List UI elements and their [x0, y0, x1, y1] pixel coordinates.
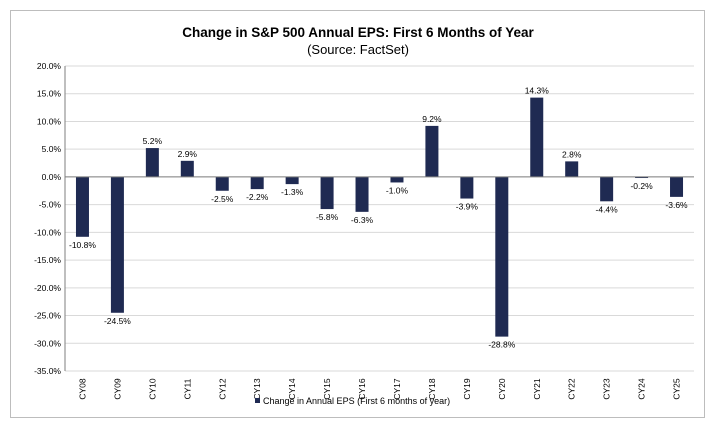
x-tick-label: CY25: [672, 378, 682, 400]
y-tick-label: 20.0%: [37, 61, 62, 71]
x-tick-label: CY19: [462, 378, 472, 400]
data-label: -5.8%: [316, 212, 339, 222]
x-tick-label: CY18: [427, 378, 437, 400]
bar: [250, 176, 264, 190]
y-tick-label: -15.0%: [34, 255, 61, 265]
bar: [425, 125, 439, 177]
axes: [64, 66, 694, 371]
bar: [110, 176, 124, 313]
data-label: -4.4%: [596, 204, 619, 214]
y-tick-label: 15.0%: [37, 89, 62, 99]
x-tick-label: CY08: [77, 378, 87, 400]
data-label: 14.3%: [525, 86, 550, 96]
data-label: -28.8%: [488, 340, 515, 350]
bar: [670, 176, 684, 197]
data-label: -1.0%: [386, 185, 409, 195]
chart-subtitle: (Source: FactSet): [307, 42, 409, 57]
x-tick-label: CY11: [182, 378, 192, 399]
bar: [180, 160, 194, 177]
y-tick-label: -20.0%: [34, 283, 61, 293]
x-tick-label: CY23: [602, 378, 612, 400]
x-axis-labels: CY08 CY09 CY10 CY11 CY12 CY13 CY14 CY15 CY16 CY17…: [77, 378, 681, 400]
x-tick-label: CY20: [497, 378, 507, 400]
data-label: -1.3%: [281, 187, 304, 197]
x-tick-label: CY10: [147, 378, 157, 400]
bar: [285, 176, 299, 185]
x-tick-label: CY14: [287, 378, 297, 400]
x-tick-label: CY16: [357, 378, 367, 400]
legend-label: Change in Annual EPS (First 6 months of …: [263, 396, 450, 406]
bar: [495, 176, 509, 337]
data-label: -3.9%: [456, 202, 479, 212]
x-tick-label: CY24: [637, 378, 647, 400]
x-tick-label: CY15: [322, 378, 332, 400]
chart-title: Change in S&P 500 Annual EPS: First 6 Mo…: [182, 25, 534, 40]
data-label: -2.2%: [246, 192, 269, 202]
y-tick-label: -10.0%: [34, 227, 61, 237]
data-label: 5.2%: [143, 136, 163, 146]
bar: [565, 161, 579, 177]
gridlines: [65, 65, 694, 372]
y-tick-label: -25.0%: [34, 311, 61, 321]
x-tick-label: CY12: [217, 378, 227, 400]
legend: Change in Annual EPS (First 6 months of …: [255, 396, 450, 406]
x-tick-label: CY09: [112, 378, 122, 400]
data-label: 2.9%: [178, 149, 198, 159]
data-label: 9.2%: [422, 114, 442, 124]
y-axis-ticks: 20.0% 15.0% 10.0% 5.0% 0.0% -5.0% -10.0% -15.0%…: [34, 61, 61, 376]
bar: [390, 176, 404, 183]
x-tick-label: CY17: [392, 378, 402, 400]
y-tick-label: 0.0%: [42, 172, 62, 182]
y-tick-label: -30.0%: [34, 338, 61, 348]
data-label: -10.8%: [69, 240, 96, 250]
bar: [320, 176, 334, 210]
bar: [145, 148, 159, 177]
x-tick-label: CY21: [532, 378, 542, 400]
data-label: -0.2%: [630, 181, 653, 191]
legend-swatch: [255, 398, 260, 403]
data-label: 2.8%: [562, 149, 582, 159]
x-tick-label: CY22: [567, 378, 577, 400]
data-label: -6.3%: [351, 215, 374, 225]
bar: [215, 176, 229, 191]
bar: [75, 176, 89, 237]
y-tick-label: 10.0%: [37, 116, 62, 126]
data-label: -24.5%: [104, 316, 131, 326]
data-label: -3.6%: [665, 200, 688, 210]
bar: [460, 176, 474, 199]
y-tick-label: -35.0%: [34, 366, 61, 376]
bar: [355, 176, 369, 212]
y-tick-label: -5.0%: [39, 200, 62, 210]
chart-frame: Change in S&P 500 Annual EPS: First 6 Mo…: [10, 10, 705, 418]
y-tick-label: 5.0%: [42, 144, 62, 154]
bar: [530, 97, 544, 177]
bar: [600, 176, 614, 202]
bars: [75, 97, 684, 337]
data-labels: -10.8% -24.5% 5.2% 2.9% -2.5% -2.2% -1.3% -5.8%…: [69, 86, 688, 350]
data-label: -2.5%: [211, 194, 234, 204]
x-tick-label: CY13: [252, 378, 262, 400]
bar-chart: Change in S&P 500 Annual EPS: First 6 Mo…: [34, 25, 694, 406]
bar: [635, 176, 649, 179]
